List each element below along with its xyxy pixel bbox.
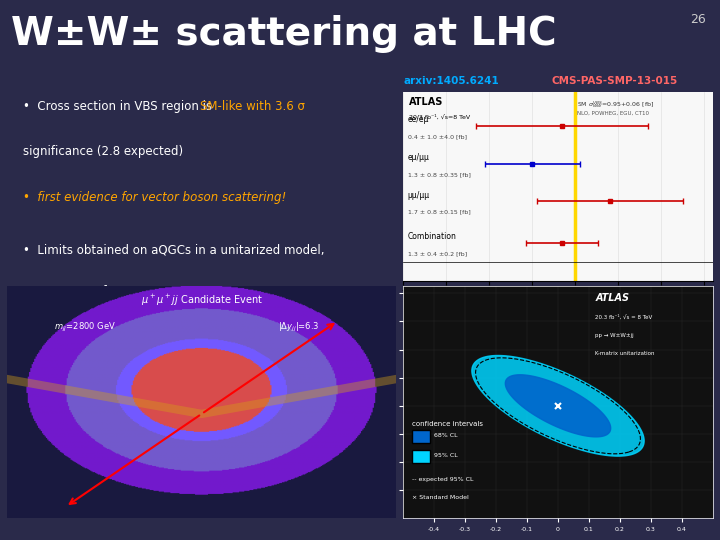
Text: significance (2.8 expected): significance (2.8 expected) <box>23 145 183 158</box>
Text: 1.3 ± 0.4 ±0.2 [fb]: 1.3 ± 0.4 ±0.2 [fb] <box>408 251 467 256</box>
Text: ATLAS: ATLAS <box>410 97 444 107</box>
Text: 95% CL: 95% CL <box>434 453 458 458</box>
Text: μμ/μμ: μμ/μμ <box>408 191 430 200</box>
Text: •  Limits obtained on aQGCs in a unitarized model,: • Limits obtained on aQGCs in a unitariz… <box>23 244 324 257</box>
Text: -- expected 95% CL: -- expected 95% CL <box>413 477 474 482</box>
Polygon shape <box>472 355 644 456</box>
FancyBboxPatch shape <box>413 450 430 463</box>
Text: $m_{jj}$=2800 GeV: $m_{jj}$=2800 GeV <box>54 321 116 334</box>
Text: Λ ≈ 650 GeV for c ≈ 1: Λ ≈ 650 GeV for c ≈ 1 <box>23 285 153 298</box>
Text: ee/eμ: ee/eμ <box>408 115 429 124</box>
Y-axis label: $\alpha_5$: $\alpha_5$ <box>364 390 378 402</box>
Text: •  first evidence for vector boson scattering!: • first evidence for vector boson scatte… <box>23 191 286 204</box>
Text: 26: 26 <box>690 12 706 25</box>
Text: $\mu^+\mu^+jj$ Candidate Event: $\mu^+\mu^+jj$ Candidate Event <box>140 293 263 308</box>
FancyBboxPatch shape <box>413 430 430 443</box>
Text: SM-like with 3.6 σ: SM-like with 3.6 σ <box>199 100 305 113</box>
Text: × Standard Model: × Standard Model <box>413 495 469 500</box>
Text: 1.3 ± 0.8 ±0.35 [fb]: 1.3 ± 0.8 ±0.35 [fb] <box>408 172 470 177</box>
Text: 1.7 ± 0.8 ±0.15 [fb]: 1.7 ± 0.8 ±0.15 [fb] <box>408 210 470 215</box>
Text: 68% CL: 68% CL <box>434 434 458 438</box>
Text: 0.4 ± 1.0 ±4.0 [fb]: 0.4 ± 1.0 ±4.0 [fb] <box>408 134 467 139</box>
Text: CMS-PAS-SMP-13-015: CMS-PAS-SMP-13-015 <box>552 76 678 86</box>
Text: eμ/μμ: eμ/μμ <box>408 153 429 162</box>
X-axis label: $\alpha_4$: $\alpha_4$ <box>551 538 565 540</box>
Text: ATLAS: ATLAS <box>595 293 629 303</box>
X-axis label: $\sigma^{VBS}_{WW}$ [fb]: $\sigma^{VBS}_{WW}$ [fb] <box>540 301 576 316</box>
Text: SM $\sigma^{VBS}_{WW}$=0.95+0.06 [fb]: SM $\sigma^{VBS}_{WW}$=0.95+0.06 [fb] <box>577 99 654 110</box>
Text: W±W± scattering at LHC: W±W± scattering at LHC <box>11 15 557 53</box>
Text: Combination: Combination <box>408 232 456 241</box>
Text: K-matrix unitarization: K-matrix unitarization <box>595 351 654 356</box>
Text: $|\Delta y_{jj}|$=6.3: $|\Delta y_{jj}|$=6.3 <box>278 321 320 334</box>
Text: 20.3 fb⁻¹, √s=8 TeV: 20.3 fb⁻¹, √s=8 TeV <box>410 114 470 120</box>
Text: 20.3 fb⁻¹, √s = 8 TeV: 20.3 fb⁻¹, √s = 8 TeV <box>595 314 652 319</box>
Text: pp → W±W±jj: pp → W±W±jj <box>595 333 634 338</box>
Text: •  Cross section in VBS region is: • Cross section in VBS region is <box>23 100 215 113</box>
Text: NLO, POWHEG, EGU, CT10: NLO, POWHEG, EGU, CT10 <box>577 111 649 116</box>
Text: arxiv:1405.6241: arxiv:1405.6241 <box>403 76 499 86</box>
Polygon shape <box>505 375 611 437</box>
Text: confidence intervals: confidence intervals <box>413 421 484 427</box>
